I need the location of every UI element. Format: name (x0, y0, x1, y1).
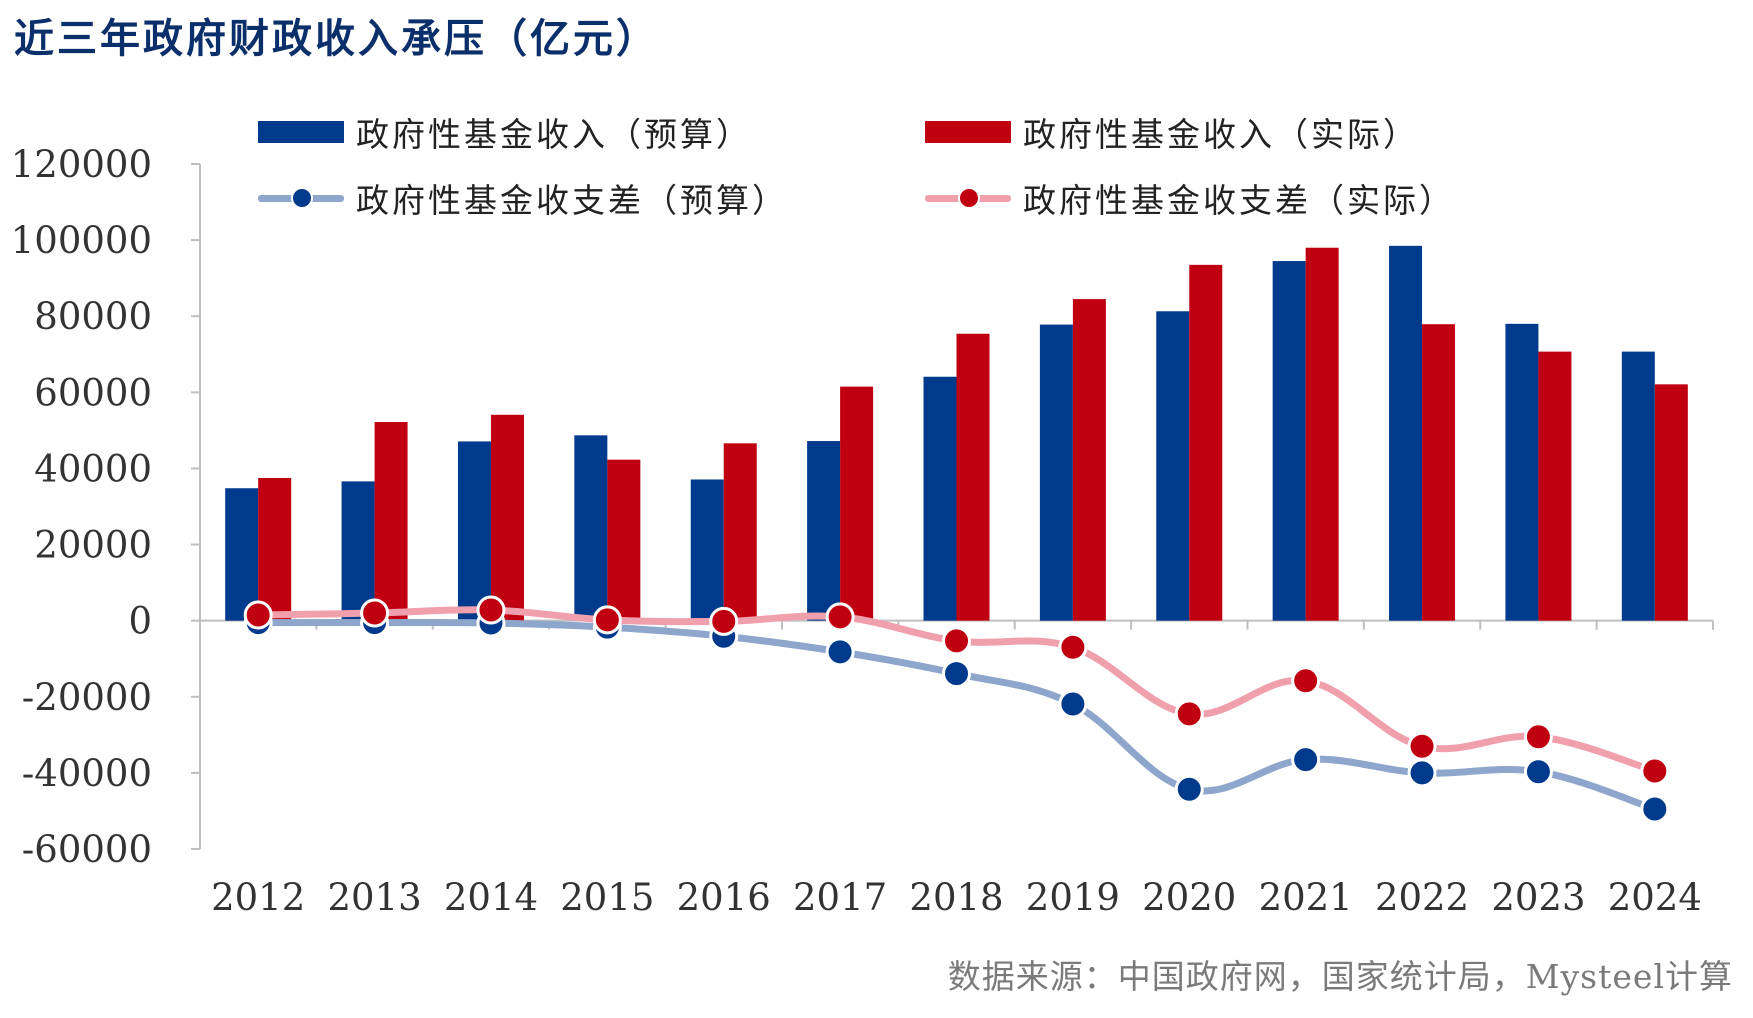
bar-budget-income (341, 481, 375, 621)
bar-budget-income (690, 479, 724, 621)
point-actual-balance (1640, 756, 1670, 786)
point-actual-balance (1174, 699, 1204, 729)
y-tick-label: -40000 (22, 752, 152, 795)
legend-swatch-budget-income (258, 121, 344, 143)
point-actual-balance (825, 602, 855, 632)
point-budget-balance (1640, 794, 1670, 824)
y-tick-label: -20000 (22, 676, 152, 719)
x-tick-label: 2015 (560, 876, 654, 919)
point-actual-balance (592, 605, 622, 635)
x-tick-label: 2020 (1142, 876, 1236, 919)
bar-budget-income (1621, 351, 1655, 621)
legend-item-budget-balance: 政府性基金收支差（预算） (258, 176, 788, 220)
bar-budget-income (1272, 261, 1306, 621)
bar-budget-income (1156, 311, 1190, 621)
point-budget-balance (1174, 774, 1204, 804)
bar-actual-income (840, 386, 874, 621)
bar-actual-income (258, 477, 292, 621)
bar-actual-income (1538, 351, 1572, 621)
legend-swatch-actual-balance (925, 187, 1011, 209)
legend-label-budget-balance: 政府性基金收支差（预算） (356, 181, 788, 220)
bar-actual-income (1422, 324, 1456, 621)
bar-budget-income (923, 376, 957, 621)
x-tick-label: 2016 (677, 876, 771, 919)
legend-label-actual-income: 政府性基金收入（实际） (1023, 115, 1419, 154)
legend-label-budget-income: 政府性基金收入（预算） (356, 115, 752, 154)
bar-actual-income (490, 414, 524, 621)
y-tick-label: 0 (128, 600, 152, 643)
legend-item-budget-income: 政府性基金收入（预算） (258, 110, 752, 154)
point-actual-balance (243, 600, 273, 630)
bar-actual-income (374, 422, 408, 621)
legend-swatch-actual-income (925, 121, 1011, 143)
x-tick-label: 2018 (909, 876, 1003, 919)
x-tick-label: 2017 (793, 876, 887, 919)
chart-title: 近三年政府财政收入承压（亿元） (14, 16, 659, 62)
y-tick-label: 20000 (34, 524, 152, 567)
x-tick-label: 2021 (1259, 876, 1353, 919)
legend-label-actual-balance: 政府性基金收支差（实际） (1023, 181, 1455, 220)
bar-actual-income (1305, 247, 1339, 621)
legend-item-actual-income: 政府性基金收入（实际） (925, 110, 1419, 154)
y-tick-label: 60000 (34, 371, 152, 414)
bar-budget-income (807, 441, 841, 621)
x-tick-label: 2022 (1375, 876, 1469, 919)
bar-budget-income (1389, 245, 1423, 621)
point-actual-balance (942, 626, 971, 656)
bar-budget-income (1505, 323, 1539, 621)
x-tick-label: 2012 (211, 876, 305, 919)
bar-actual-income (1072, 299, 1106, 621)
y-tick-label: 40000 (34, 447, 152, 490)
point-actual-balance (476, 595, 506, 625)
point-actual-balance (1407, 731, 1437, 761)
point-budget-balance (942, 659, 971, 689)
bar-budget-income (225, 488, 259, 621)
bar-actual-income (956, 333, 990, 621)
point-actual-balance (360, 598, 390, 628)
legend-swatch-budget-balance (258, 187, 344, 209)
y-tick-label: -60000 (22, 828, 152, 871)
source-note: 数据来源：中国政府网，国家统计局，Mysteel计算 (947, 957, 1733, 996)
bar-budget-income (1039, 324, 1073, 621)
y-tick-label: 100000 (11, 219, 152, 262)
x-tick-label: 2023 (1491, 876, 1585, 919)
bar-budget-income (574, 435, 608, 621)
point-budget-balance (1291, 745, 1321, 775)
bar-actual-income (607, 459, 641, 621)
point-actual-balance (1291, 666, 1321, 696)
point-budget-balance (1407, 758, 1437, 788)
x-tick-label: 2014 (444, 876, 538, 919)
bar-actual-income (723, 443, 757, 621)
point-budget-balance (1058, 689, 1088, 719)
point-budget-balance (1523, 757, 1553, 787)
y-tick-label: 80000 (34, 295, 152, 338)
x-tick-label: 2019 (1026, 876, 1120, 919)
point-actual-balance (1523, 722, 1553, 752)
legend-item-actual-balance: 政府性基金收支差（实际） (925, 176, 1455, 220)
bar-actual-income (1654, 384, 1688, 621)
bar-actual-income (1189, 264, 1223, 621)
y-tick-label: 120000 (11, 143, 152, 186)
point-actual-balance (1058, 632, 1088, 662)
x-tick-label: 2013 (327, 876, 421, 919)
x-tick-label: 2024 (1608, 876, 1702, 919)
bar-budget-income (457, 441, 491, 621)
point-actual-balance (709, 606, 739, 636)
point-budget-balance (825, 637, 855, 667)
